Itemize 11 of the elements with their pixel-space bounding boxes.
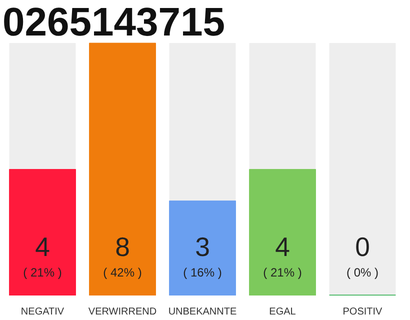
x-tick-label: EGAL: [269, 306, 296, 318]
chart-title: 0265143715: [2, 0, 225, 44]
x-tick-label: UNBEKANNTE: [168, 306, 237, 318]
data-label: 8 ( 42% ): [103, 232, 142, 280]
data-label: 4 ( 21% ): [263, 232, 302, 280]
x-tick-label: NEGATIV: [20, 306, 64, 318]
data-label: 3 ( 16% ): [183, 232, 222, 280]
x-tick-label: POSITIV: [342, 306, 383, 318]
data-label: 0 ( 0% ): [346, 232, 379, 280]
x-tick-label: VERWIRREND: [88, 306, 157, 318]
data-label: 4 ( 21% ): [23, 232, 62, 280]
